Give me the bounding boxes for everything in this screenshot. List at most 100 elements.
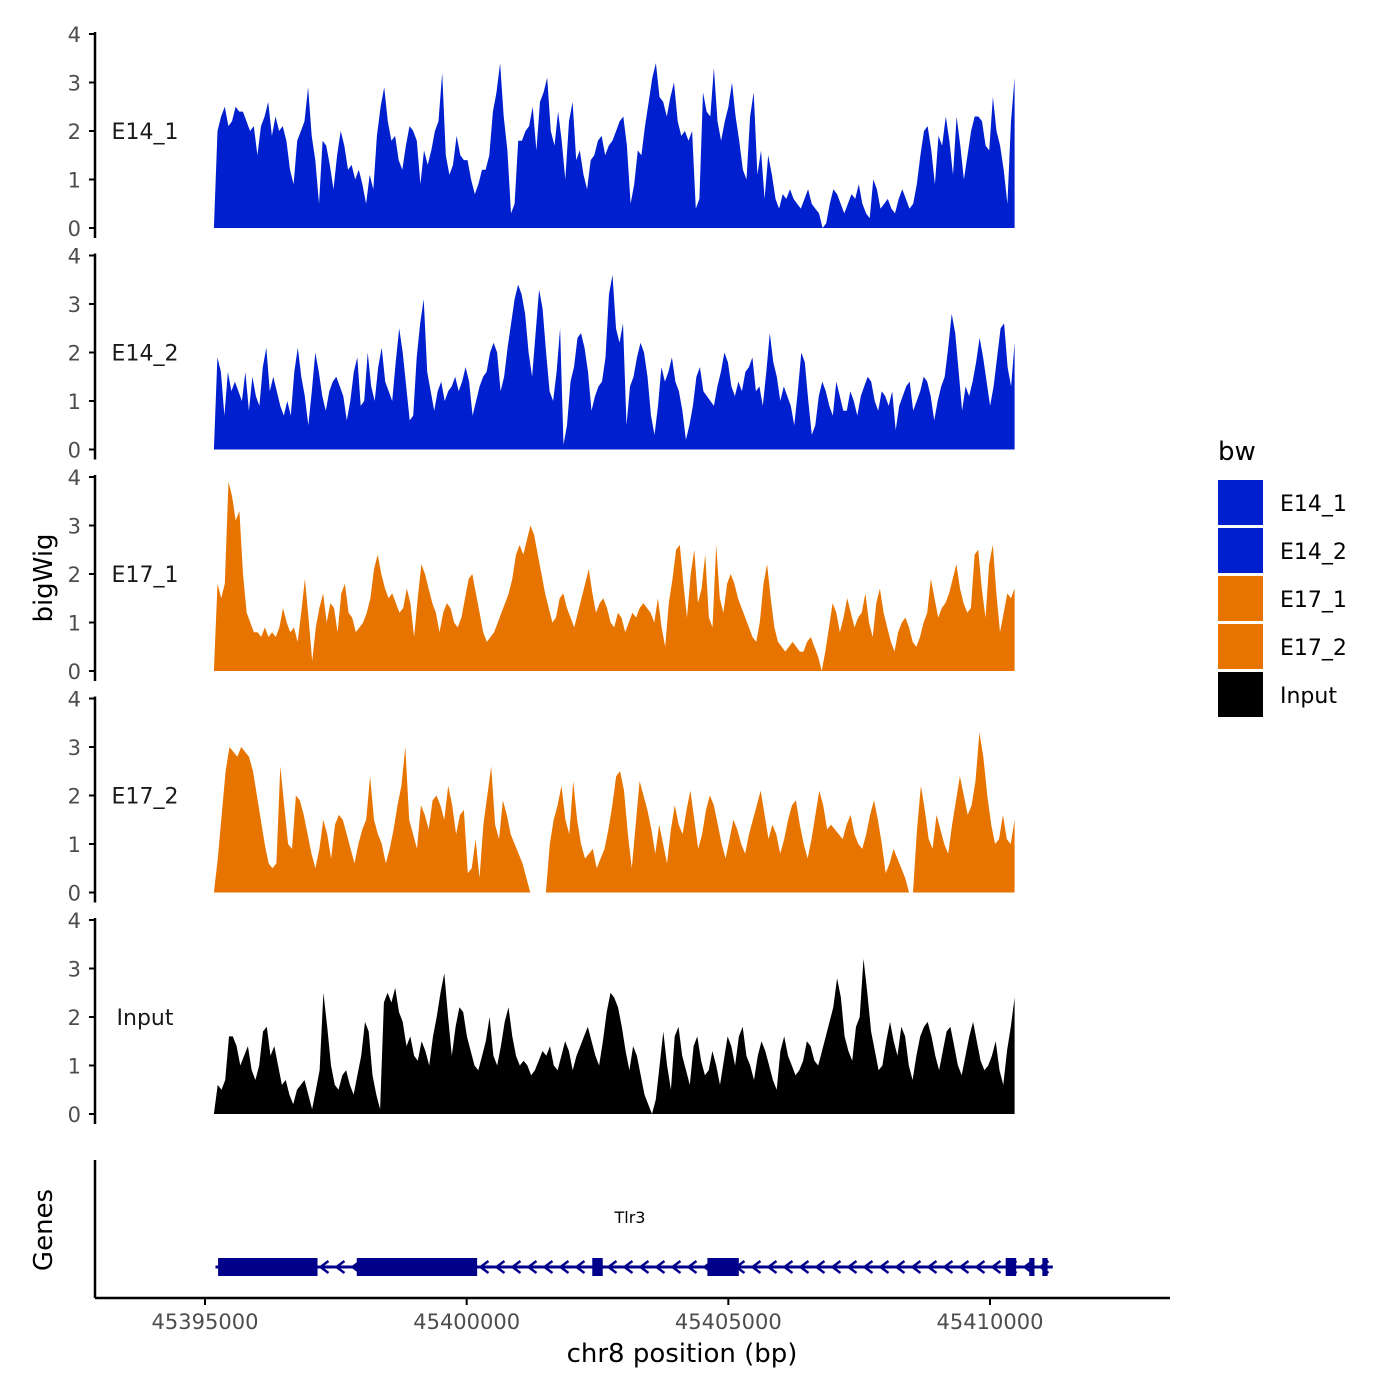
- y-tick-label: 0: [68, 1103, 81, 1127]
- legend-swatch: [1218, 576, 1263, 621]
- strand-arrow: [750, 1260, 762, 1274]
- x-tick-label: 45410000: [937, 1310, 1044, 1334]
- y-tick-label: 3: [68, 72, 81, 96]
- legend-item: E14_2: [1218, 528, 1347, 573]
- signal-area-E14_1: [213, 63, 1015, 228]
- track-E17_2: 0 1 2 3 4 E17_2: [68, 688, 1015, 906]
- strand-arrow: [542, 1260, 554, 1274]
- y-tick-label: 1: [68, 833, 81, 857]
- x-tick-label: 45405000: [675, 1310, 782, 1334]
- legend-item: Input: [1218, 672, 1337, 717]
- track-E14_1: 0 1 2 3 4 E14_1: [68, 23, 1015, 241]
- genes-track: Tlr3: [93, 1160, 1053, 1298]
- y-tick-label: 3: [68, 736, 81, 760]
- signal-area-E17_2: [213, 732, 1015, 893]
- y-tick-label: 3: [68, 515, 81, 539]
- strand-arrow: [782, 1260, 794, 1274]
- strand-arrow: [830, 1260, 842, 1274]
- genes-track-title: Genes: [29, 1189, 59, 1271]
- legend-swatch: [1218, 528, 1263, 573]
- y-tick-label: 2: [68, 120, 81, 144]
- legend-item: E14_1: [1218, 480, 1347, 525]
- legend-swatch: [1218, 624, 1263, 669]
- track-Input: 0 1 2 3 4 Input: [68, 909, 1015, 1127]
- y-tick-label: 0: [68, 217, 81, 241]
- y-tick-label: 1: [68, 1055, 81, 1079]
- legend-item: E17_1: [1218, 576, 1347, 621]
- strand-arrow: [814, 1260, 826, 1274]
- strand-arrow: [318, 1260, 330, 1274]
- signal-tracks: 0 1 2 3 4 E14_1 0 1 2 3 4 E14_2 0 1 2 3 4 E17_1 0 1 2 3 4 E17_2…: [68, 23, 1015, 1127]
- strand-arrow: [862, 1260, 874, 1274]
- y-tick-label: 3: [68, 958, 81, 982]
- strand-arrow: [926, 1260, 938, 1274]
- y-tick-label: 3: [68, 293, 81, 317]
- x-tick-label: 45395000: [152, 1310, 259, 1334]
- strand-arrow: [334, 1260, 346, 1274]
- strand-arrow: [606, 1260, 618, 1274]
- x-axis-title: chr8 position (bp): [567, 1339, 798, 1369]
- y-tick-label: 1: [68, 390, 81, 414]
- strand-arrow: [654, 1260, 666, 1274]
- track-label: E17_2: [112, 785, 179, 810]
- strand-arrow: [494, 1260, 506, 1274]
- gene-name: Tlr3: [614, 1208, 646, 1227]
- strand-arrow: [990, 1259, 1002, 1275]
- y-tick-label: 4: [68, 466, 81, 490]
- strand-arrow: [910, 1260, 922, 1274]
- y-tick-label: 4: [68, 909, 81, 933]
- strand-arrow: [846, 1260, 858, 1274]
- x-axis: 45395000 45400000 45405000 45410000: [95, 1296, 1170, 1334]
- legend-swatch: [1218, 672, 1263, 717]
- strand-arrow: [670, 1260, 682, 1274]
- y-tick-label: 2: [68, 563, 81, 587]
- exon: [1042, 1258, 1048, 1276]
- exon: [1005, 1258, 1017, 1276]
- legend-items: E14_1 E14_2 E17_1 E17_2 Input: [1218, 480, 1347, 717]
- strand-arrow: [942, 1260, 954, 1274]
- y-tick-label: 1: [68, 169, 81, 193]
- legend-swatch: [1218, 480, 1263, 525]
- y-tick-label: 0: [68, 660, 81, 684]
- track-label: E17_1: [112, 563, 179, 588]
- y-tick-label: 2: [68, 785, 81, 809]
- y-axis-title: bigWig: [29, 533, 59, 622]
- signal-area-E17_1: [213, 481, 1015, 671]
- track-E17_1: 0 1 2 3 4 E17_1: [68, 466, 1015, 684]
- y-tick-label: 4: [68, 245, 81, 269]
- y-tick-label: 4: [68, 688, 81, 712]
- exon: [218, 1258, 318, 1276]
- strand-arrow: [526, 1260, 538, 1274]
- strand-arrow: [558, 1260, 570, 1274]
- y-tick-label: 1: [68, 612, 81, 636]
- signal-area-E14_2: [213, 274, 1015, 450]
- legend-label: Input: [1280, 684, 1337, 709]
- strand-arrow: [638, 1260, 650, 1274]
- legend-label: E17_1: [1280, 588, 1347, 613]
- strand-arrow: [974, 1260, 986, 1274]
- exon: [707, 1258, 739, 1276]
- strand-arrow: [878, 1260, 890, 1274]
- strand-arrow: [894, 1260, 906, 1274]
- signal-area-Input: [213, 958, 1015, 1114]
- legend-item: E17_2: [1218, 624, 1347, 669]
- track-label: Input: [117, 1006, 174, 1031]
- track-E14_2: 0 1 2 3 4 E14_2: [68, 245, 1015, 463]
- legend-label: E14_1: [1280, 492, 1347, 517]
- exon: [1029, 1258, 1035, 1276]
- legend-title: bw: [1218, 437, 1256, 467]
- legend: bw E14_1 E14_2 E17_1 E17_2 Input: [1218, 437, 1347, 717]
- exon: [592, 1258, 603, 1276]
- strand-arrow: [958, 1260, 970, 1274]
- strand-arrow: [574, 1260, 586, 1274]
- strand-arrow: [478, 1260, 490, 1274]
- y-tick-label: 0: [68, 439, 81, 463]
- track-label: E14_2: [112, 342, 179, 367]
- legend-label: E17_2: [1280, 636, 1347, 661]
- strand-arrow: [686, 1260, 698, 1274]
- legend-label: E14_2: [1280, 540, 1347, 565]
- y-tick-label: 2: [68, 342, 81, 366]
- strand-arrow: [510, 1260, 522, 1274]
- strand-arrow: [766, 1260, 778, 1274]
